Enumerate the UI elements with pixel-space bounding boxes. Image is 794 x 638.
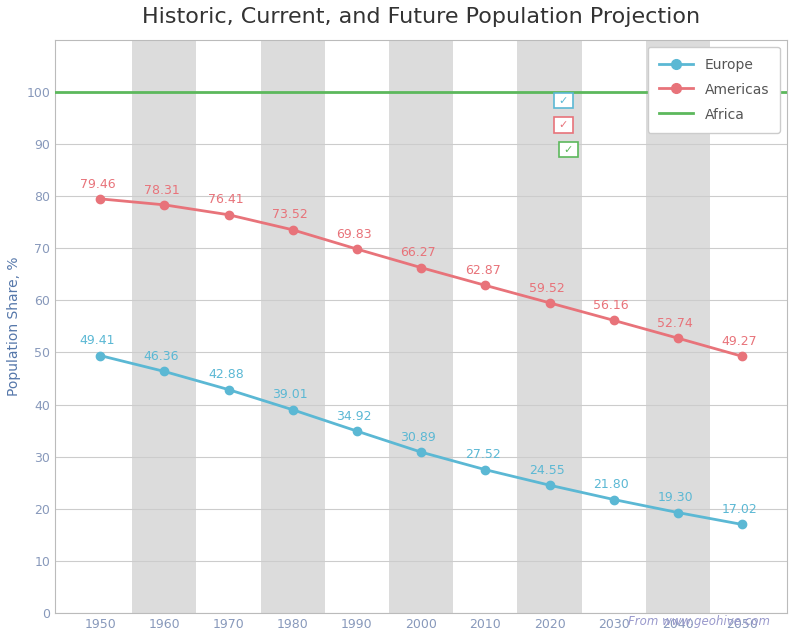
Americas [416, 263, 426, 271]
Line: Americas: Americas [96, 195, 746, 360]
Title: Historic, Current, and Future Population Projection: Historic, Current, and Future Population… [142, 7, 700, 27]
Text: 66.27: 66.27 [400, 246, 436, 259]
Europe [416, 449, 426, 456]
Text: 56.16: 56.16 [593, 299, 629, 312]
Text: 62.87: 62.87 [464, 264, 500, 277]
Text: 79.46: 79.46 [79, 177, 115, 191]
Bar [389, 40, 453, 613]
Y-axis label: Population Share, %: Population Share, % [7, 256, 21, 396]
Text: 17.02: 17.02 [722, 503, 757, 516]
Text: 34.92: 34.92 [337, 410, 372, 423]
Europe [353, 427, 362, 435]
Text: ✓: ✓ [564, 145, 573, 154]
Americas [353, 245, 362, 253]
Text: 24.55: 24.55 [529, 464, 565, 477]
Text: 42.88: 42.88 [208, 368, 244, 382]
Text: 30.89: 30.89 [400, 431, 436, 444]
Text: 39.01: 39.01 [272, 389, 308, 401]
Text: 49.27: 49.27 [722, 335, 757, 348]
Text: 73.52: 73.52 [272, 209, 308, 221]
Bar [260, 40, 325, 613]
Text: 69.83: 69.83 [337, 228, 372, 241]
Text: 78.31: 78.31 [144, 184, 179, 197]
Americas [224, 211, 233, 219]
Europe [609, 496, 619, 503]
Americas [288, 226, 298, 234]
Text: 76.41: 76.41 [208, 193, 244, 207]
Americas [545, 299, 554, 307]
Americas [673, 334, 683, 342]
Text: 52.74: 52.74 [657, 317, 693, 330]
Bar [646, 40, 710, 613]
Europe [480, 466, 490, 473]
Text: ✓: ✓ [559, 96, 568, 105]
Text: 46.36: 46.36 [144, 350, 179, 363]
Americas [95, 195, 105, 203]
Legend: Europe, Americas, Africa: Europe, Americas, Africa [648, 47, 781, 133]
Europe [95, 352, 105, 359]
Text: 19.30: 19.30 [657, 491, 693, 504]
Europe [288, 406, 298, 413]
Bar [133, 40, 196, 613]
Europe [673, 508, 683, 516]
Text: 27.52: 27.52 [464, 449, 500, 461]
Europe [545, 481, 554, 489]
Line: Europe: Europe [96, 352, 746, 529]
Americas [160, 201, 169, 209]
Americas [480, 281, 490, 289]
Europe [224, 386, 233, 394]
Text: 21.80: 21.80 [593, 478, 629, 491]
Europe [160, 367, 169, 375]
Text: From www.geohive.com: From www.geohive.com [628, 616, 770, 628]
Text: ✓: ✓ [559, 120, 568, 130]
Europe [738, 521, 747, 528]
Americas [738, 352, 747, 360]
Text: 59.52: 59.52 [529, 281, 565, 295]
Americas [609, 316, 619, 324]
Text: 49.41: 49.41 [79, 334, 115, 347]
Bar [518, 40, 582, 613]
